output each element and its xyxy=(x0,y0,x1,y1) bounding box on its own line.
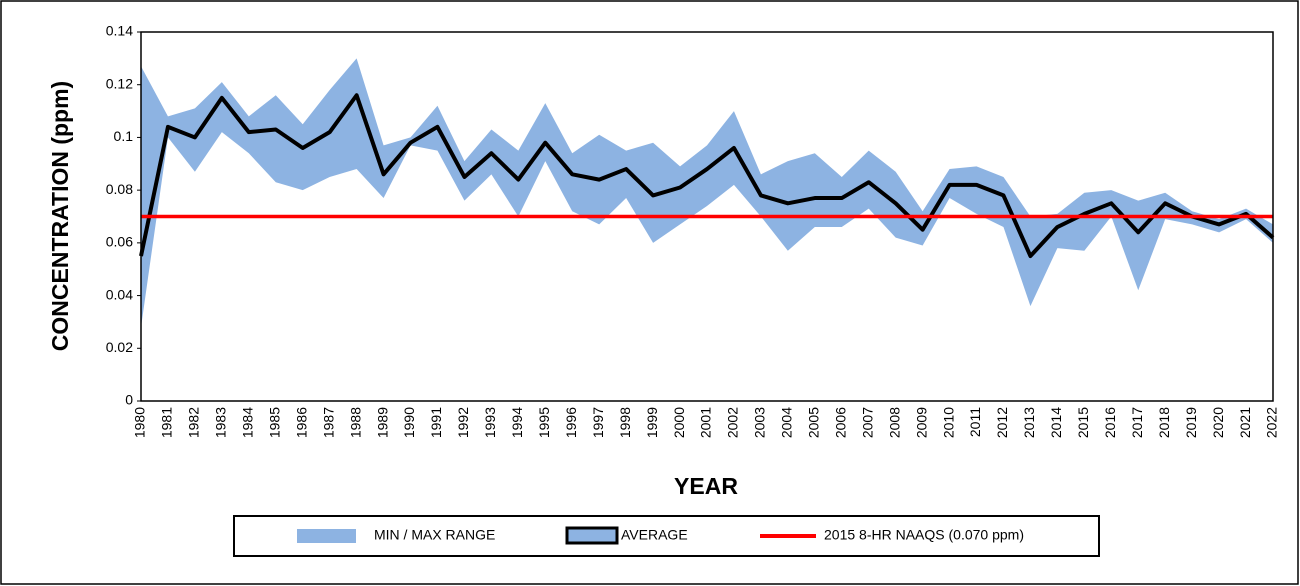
x-tick-label: 2004 xyxy=(779,407,795,438)
x-tick-label: 2003 xyxy=(752,407,768,438)
x-tick-label: 1994 xyxy=(509,407,525,438)
x-tick-label: 2005 xyxy=(806,407,822,438)
x-tick-label: 1982 xyxy=(186,407,202,438)
x-tick-label: 1998 xyxy=(617,407,633,438)
x-tick-label: 1984 xyxy=(240,407,256,438)
range-band xyxy=(141,58,1273,328)
y-axis-title: CONCENTRATION (ppm) xyxy=(47,81,73,351)
x-tick-label: 1981 xyxy=(159,407,175,438)
legend-box xyxy=(233,515,1100,557)
y-tick-label: 0.1 xyxy=(114,128,134,144)
legend-swatch xyxy=(297,529,356,543)
x-tick-label: 1986 xyxy=(293,407,309,438)
legend-label: AVERAGE xyxy=(621,527,688,543)
x-tick-label: 2007 xyxy=(859,407,875,438)
y-tick-label: 0.14 xyxy=(106,23,133,39)
x-tick-label: 1997 xyxy=(590,407,606,438)
x-tick-label: 1987 xyxy=(320,407,336,438)
x-tick-label: 2001 xyxy=(698,407,714,438)
x-tick-label: 1988 xyxy=(347,407,363,438)
x-tick-label: 1993 xyxy=(482,407,498,438)
x-tick-label: 2012 xyxy=(994,407,1010,438)
x-tick-label: 2002 xyxy=(725,407,741,438)
x-tick-label: 1989 xyxy=(374,407,390,438)
x-tick-label: 2020 xyxy=(1210,407,1226,438)
y-tick-label: 0.08 xyxy=(106,181,133,197)
legend-label: 2015 8-HR NAAQS (0.070 ppm) xyxy=(824,527,1024,543)
x-tick-label: 1990 xyxy=(401,407,417,438)
x-tick-label: 2022 xyxy=(1264,407,1280,438)
x-tick-label: 1983 xyxy=(213,407,229,438)
x-tick-label: 1995 xyxy=(536,407,552,438)
y-tick-label: 0.02 xyxy=(106,339,133,355)
legend-label: MIN / MAX RANGE xyxy=(374,527,495,543)
y-tick-label: 0.04 xyxy=(106,286,133,302)
x-tick-label: 2018 xyxy=(1156,407,1172,438)
y-tick-label: 0.06 xyxy=(106,234,133,250)
x-tick-label: 1985 xyxy=(266,407,282,438)
y-tick-label: 0.12 xyxy=(106,75,133,91)
x-tick-label: 1991 xyxy=(428,407,444,438)
x-tick-label: 2021 xyxy=(1237,407,1253,438)
y-tick-label: 0 xyxy=(125,392,133,408)
x-tick-label: 2000 xyxy=(671,407,687,438)
x-tick-label: 2006 xyxy=(832,407,848,438)
x-tick-label: 2014 xyxy=(1048,407,1064,438)
x-tick-label: 2015 xyxy=(1075,407,1091,438)
average-line xyxy=(139,93,1275,259)
x-tick-label: 2019 xyxy=(1183,407,1199,438)
x-tick-label: 2016 xyxy=(1102,407,1118,438)
x-tick-label: 2017 xyxy=(1129,407,1145,438)
x-axis-title: YEAR xyxy=(674,473,738,499)
x-tick-label: 1992 xyxy=(455,407,471,438)
x-tick-label: 1996 xyxy=(563,407,579,438)
x-tick-label: 2009 xyxy=(913,407,929,438)
x-tick-label: 1980 xyxy=(132,407,148,438)
legend-swatch xyxy=(565,526,619,545)
x-tick-label: 2011 xyxy=(967,407,983,437)
plot-border xyxy=(140,31,1274,402)
x-tick-label: 2008 xyxy=(886,407,902,438)
x-tick-label: 2010 xyxy=(940,407,956,438)
x-tick-label: 2013 xyxy=(1021,407,1037,438)
x-tick-label: 1999 xyxy=(644,407,660,438)
